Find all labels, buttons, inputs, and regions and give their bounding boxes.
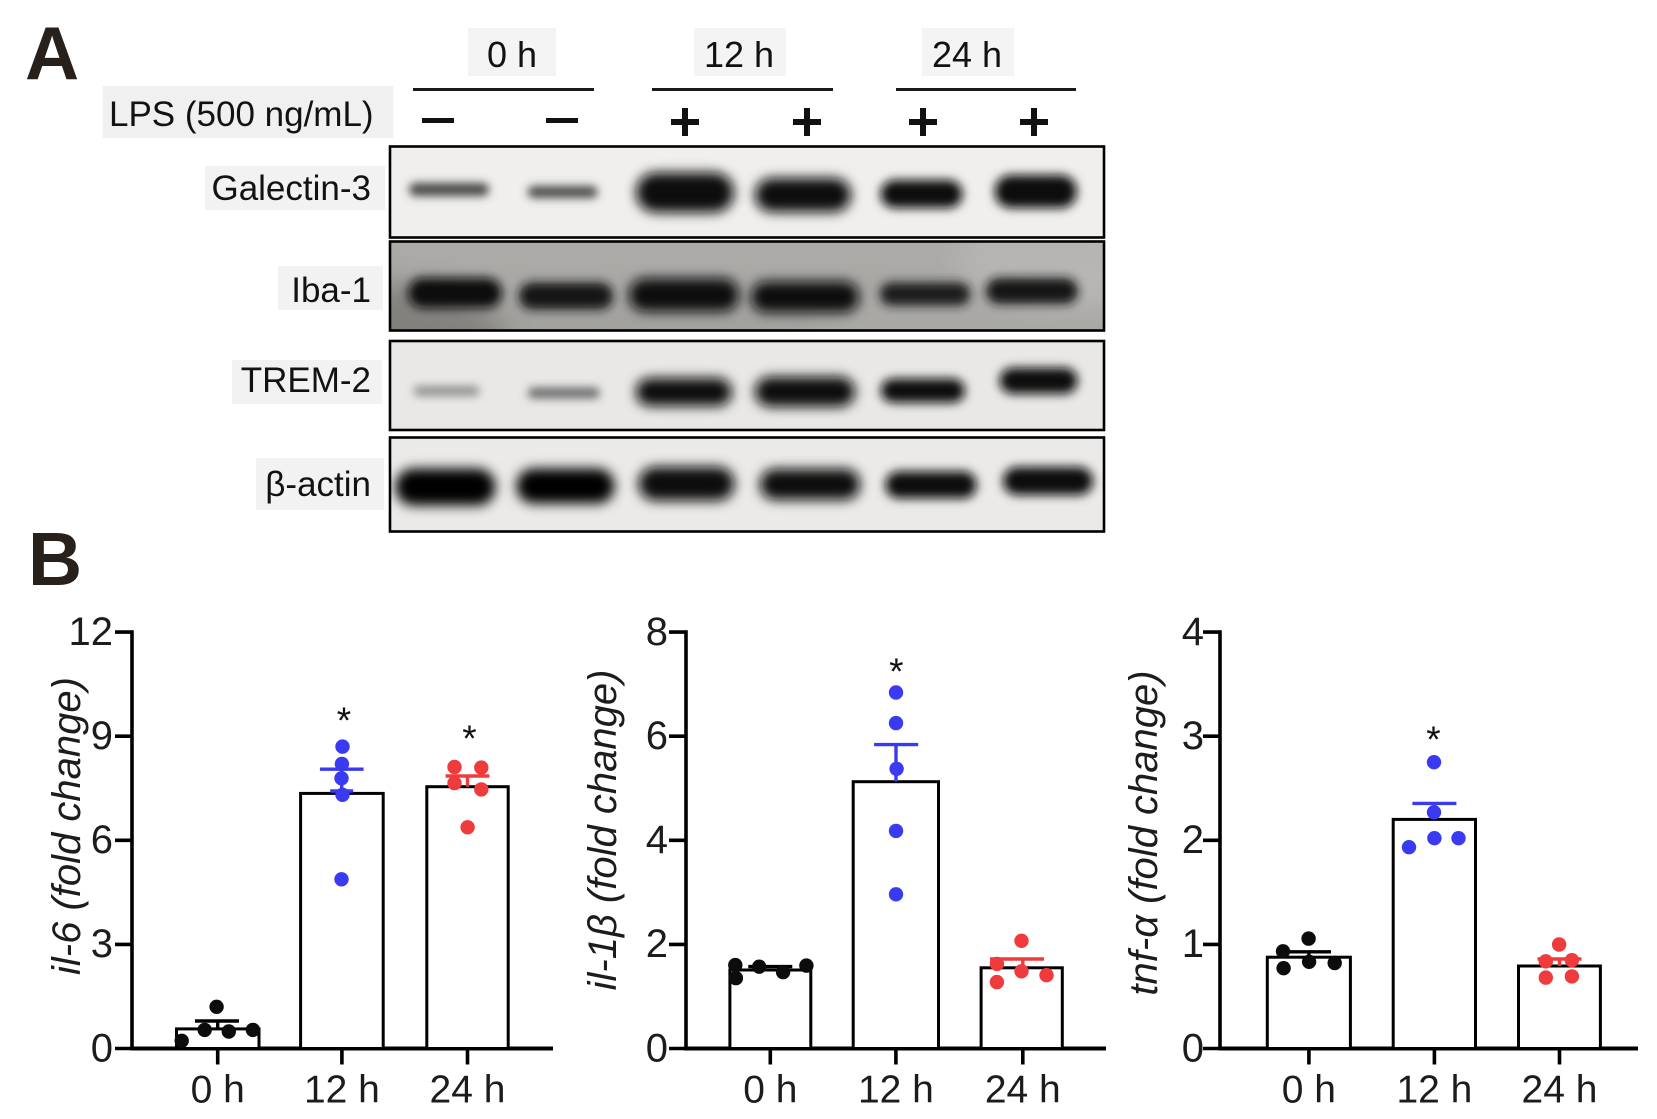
svg-text:12 h: 12 h	[304, 1069, 380, 1112]
svg-text:6: 6	[91, 818, 113, 862]
svg-text:24 h: 24 h	[1522, 1069, 1598, 1112]
svg-text:9: 9	[91, 714, 113, 758]
svg-text:il-1β (fold change): il-1β (fold change)	[581, 670, 625, 991]
svg-text:*: *	[462, 718, 476, 759]
svg-text:3: 3	[1182, 714, 1204, 758]
svg-text:*: *	[1426, 719, 1440, 760]
svg-text:0 h: 0 h	[191, 1069, 245, 1112]
svg-text:4: 4	[646, 818, 668, 862]
svg-text:12 h: 12 h	[1396, 1069, 1472, 1112]
svg-text:tnf-α (fold change): tnf-α (fold change)	[1122, 670, 1166, 995]
svg-text:il-6 (fold change): il-6 (fold change)	[45, 677, 89, 975]
svg-text:8: 8	[646, 610, 668, 654]
svg-text:0: 0	[646, 1026, 668, 1070]
svg-text:12 h: 12 h	[858, 1069, 934, 1112]
svg-text:*: *	[337, 700, 351, 741]
svg-text:3: 3	[91, 922, 113, 966]
svg-text:0 h: 0 h	[1282, 1069, 1336, 1112]
svg-text:0: 0	[91, 1026, 113, 1070]
svg-text:2: 2	[1182, 818, 1204, 862]
svg-text:24 h: 24 h	[430, 1069, 506, 1112]
svg-text:12: 12	[69, 610, 114, 654]
svg-text:1: 1	[1182, 922, 1204, 966]
svg-text:4: 4	[1182, 610, 1204, 654]
svg-text:0: 0	[1182, 1026, 1204, 1070]
svg-text:6: 6	[646, 714, 668, 758]
svg-text:*: *	[889, 651, 903, 692]
svg-text:2: 2	[646, 922, 668, 966]
svg-text:24 h: 24 h	[985, 1069, 1061, 1112]
svg-text:0 h: 0 h	[743, 1069, 797, 1112]
